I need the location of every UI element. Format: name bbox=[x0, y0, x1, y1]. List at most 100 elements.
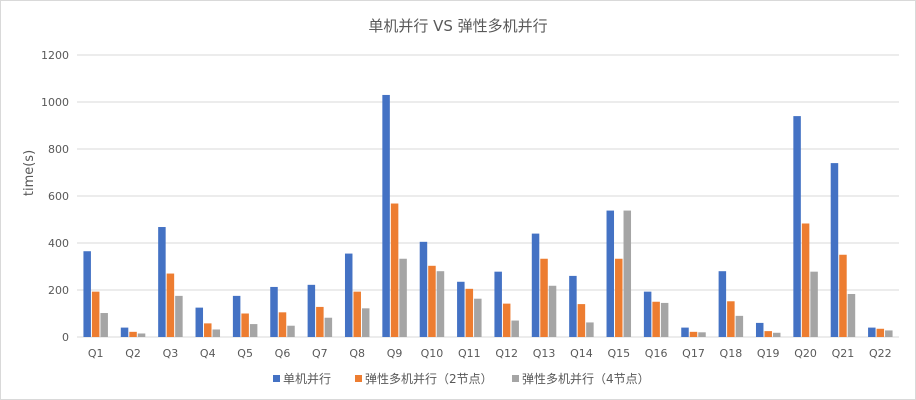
x-tick-label: Q7 bbox=[312, 347, 328, 360]
x-tick-label: Q21 bbox=[832, 347, 855, 360]
bar-Q22-series-1 bbox=[868, 327, 876, 337]
bar-Q10-series-1 bbox=[419, 241, 428, 337]
x-tick-label: Q20 bbox=[794, 347, 817, 360]
bar-Q8-series-3 bbox=[361, 308, 370, 337]
x-tick-label: Q11 bbox=[458, 347, 481, 360]
x-tick-label: Q19 bbox=[757, 347, 780, 360]
legend: 单机并行 弹性多机并行（2节点） 弹性多机并行（4节点） bbox=[273, 372, 650, 386]
bar-Q10-series-3 bbox=[436, 271, 445, 337]
bar-Q14-series-1 bbox=[569, 275, 577, 337]
bar-Q13-series-2 bbox=[540, 258, 548, 337]
bar-Q19-series-2 bbox=[764, 331, 772, 337]
x-tick-label: Q3 bbox=[163, 347, 179, 360]
legend-label-3: 弹性多机并行（4节点） bbox=[522, 372, 650, 386]
x-tick-label: Q6 bbox=[275, 347, 291, 360]
chart-title: 单机并行 VS 弹性多机并行 bbox=[368, 17, 547, 35]
bar-Q11-series-1 bbox=[457, 281, 465, 337]
bar-Q11-series-2 bbox=[465, 288, 474, 337]
bar-Q12-series-1 bbox=[494, 271, 502, 337]
bar-Q6-series-1 bbox=[270, 286, 278, 337]
bar-Q8-series-1 bbox=[344, 253, 353, 337]
bar-Q4-series-2 bbox=[204, 323, 212, 337]
legend-label-1: 单机并行 bbox=[283, 372, 331, 386]
x-tick-label: Q13 bbox=[533, 347, 556, 360]
bar-Q12-series-3 bbox=[511, 320, 519, 337]
bar-Q18-series-3 bbox=[735, 315, 744, 337]
bar-Q17-series-2 bbox=[689, 331, 698, 337]
bar-Q2-series-2 bbox=[129, 331, 137, 337]
legend-label-2: 弹性多机并行（2节点） bbox=[365, 372, 493, 386]
bar-Q21-series-3 bbox=[847, 293, 856, 337]
bar-Q14-series-3 bbox=[586, 322, 594, 337]
x-tick-label: Q9 bbox=[387, 347, 403, 360]
bar-Q5-series-2 bbox=[241, 313, 249, 337]
bar-Q7-series-2 bbox=[316, 306, 324, 337]
bar-Q16-series-2 bbox=[652, 301, 660, 337]
bar-Q19-series-1 bbox=[755, 322, 764, 337]
bar-Q20-series-3 bbox=[810, 271, 818, 337]
bar-Q9-series-2 bbox=[390, 203, 399, 337]
bar-Q15-series-3 bbox=[623, 210, 632, 337]
bar-Q3-series-3 bbox=[175, 295, 183, 337]
legend-swatch-1 bbox=[273, 375, 280, 382]
bar-Q5-series-1 bbox=[232, 295, 241, 337]
bar-Q19-series-3 bbox=[772, 332, 781, 337]
x-tick-label: Q16 bbox=[645, 347, 668, 360]
bar-Q6-series-2 bbox=[278, 312, 287, 337]
bar-Q16-series-1 bbox=[643, 291, 652, 337]
x-tick-label: Q4 bbox=[200, 347, 216, 360]
bar-Q1-series-2 bbox=[91, 291, 100, 337]
bar-Q8-series-2 bbox=[353, 291, 361, 337]
bar-Q4-series-3 bbox=[212, 329, 221, 337]
legend-swatch-2 bbox=[355, 375, 362, 382]
x-tick-label: Q22 bbox=[869, 347, 892, 360]
x-tick-label: Q10 bbox=[421, 347, 444, 360]
bar-Q17-series-1 bbox=[681, 327, 689, 337]
bar-Q17-series-3 bbox=[698, 332, 706, 337]
x-tick-label: Q8 bbox=[349, 347, 365, 360]
bar-Q2-series-3 bbox=[137, 333, 146, 337]
bar-Q1-series-1 bbox=[83, 251, 91, 337]
bar-Q12-series-2 bbox=[502, 303, 511, 337]
gridlines bbox=[77, 54, 899, 338]
bar-Q18-series-2 bbox=[727, 301, 735, 337]
bar-Q14-series-2 bbox=[577, 304, 586, 337]
x-tick-label: Q17 bbox=[682, 347, 705, 360]
x-tick-label: Q14 bbox=[570, 347, 593, 360]
y-tick-label: 400 bbox=[48, 237, 69, 250]
bar-Q18-series-1 bbox=[718, 271, 727, 337]
bar-Q10-series-2 bbox=[428, 265, 436, 337]
x-tick-label: Q12 bbox=[495, 347, 518, 360]
y-axis-label: time(s) bbox=[22, 150, 37, 196]
y-tick-label: 800 bbox=[48, 143, 69, 156]
x-tick-label: Q2 bbox=[125, 347, 141, 360]
bar-Q6-series-3 bbox=[287, 325, 295, 337]
x-tick-label: Q5 bbox=[237, 347, 253, 360]
bar-Q5-series-3 bbox=[249, 324, 258, 337]
bar-Q3-series-1 bbox=[158, 227, 166, 337]
bar-Q9-series-3 bbox=[399, 258, 407, 337]
x-tick-label: Q1 bbox=[88, 347, 104, 360]
x-tick-label: Q15 bbox=[607, 347, 630, 360]
x-axis-ticks: Q1 Q2 Q3 Q4 Q5 Q6 Q7 Q8 Q9 Q10 Q11 Q12 Q13 Q14 Q15 Q16 Q… bbox=[88, 347, 892, 360]
bar-Q7-series-3 bbox=[324, 317, 333, 337]
y-tick-label: 200 bbox=[48, 284, 69, 297]
x-tick-label: Q18 bbox=[720, 347, 743, 360]
bar-Q22-series-3 bbox=[885, 330, 893, 337]
bar-Q16-series-3 bbox=[660, 302, 669, 337]
y-tick-label: 1200 bbox=[41, 49, 69, 62]
bar-Q4-series-1 bbox=[195, 307, 204, 337]
legend-swatch-3 bbox=[512, 375, 519, 382]
bar-Q21-series-1 bbox=[830, 163, 839, 337]
y-axis-ticks: 0 200 400 600 800 1000 1200 bbox=[41, 49, 69, 344]
y-tick-label: 1000 bbox=[41, 96, 69, 109]
bar-Q22-series-2 bbox=[876, 328, 885, 337]
bar-Q11-series-3 bbox=[474, 298, 482, 337]
bar-Q13-series-3 bbox=[548, 285, 557, 337]
bar-Q20-series-2 bbox=[801, 223, 810, 337]
bar-Q2-series-1 bbox=[120, 327, 129, 337]
bar-Q13-series-1 bbox=[531, 233, 540, 337]
bar-Q21-series-2 bbox=[839, 254, 847, 337]
